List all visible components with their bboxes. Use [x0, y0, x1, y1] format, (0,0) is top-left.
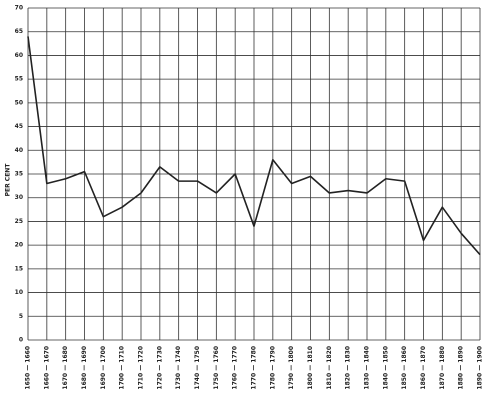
x-tick-label: 1700 — 1710 — [119, 346, 126, 390]
x-tick-label: 1880 — 1890 — [458, 346, 465, 390]
x-tick-label: 1870 — 1880 — [439, 346, 446, 390]
x-tick-label: 1730 — 1740 — [175, 346, 182, 390]
y-tick-label: 30 — [15, 194, 23, 201]
x-tick-label: 1690 — 1700 — [100, 346, 107, 390]
y-tick-label: 5 — [19, 313, 23, 320]
x-tick-label: 1820 — 1830 — [345, 346, 352, 390]
x-tick-label: 1750 — 1760 — [213, 346, 220, 390]
x-tick-label: 1650 — 1660 — [25, 346, 32, 390]
y-tick-label: 45 — [15, 123, 23, 130]
y-tick-label: 55 — [15, 76, 23, 83]
x-tick-label: 1840 — 1850 — [382, 346, 389, 390]
y-tick-label: 25 — [15, 218, 23, 225]
x-tick-label: 1740 — 1750 — [194, 346, 201, 390]
x-tick-label: 1810 — 1820 — [326, 346, 333, 390]
y-tick-label: 35 — [15, 171, 23, 178]
x-tick-label: 1780 — 1790 — [269, 346, 276, 390]
y-axis-title: PER CENT — [5, 163, 12, 197]
x-tick-label: 1660 — 1670 — [43, 346, 50, 390]
y-tick-label: 60 — [15, 52, 23, 59]
x-tick-label: 1770 — 1780 — [251, 346, 258, 390]
x-tick-label: 1800 — 1810 — [307, 346, 314, 390]
x-tick-label: 1710 — 1720 — [138, 346, 145, 390]
x-tick-label: 1890 — 1900 — [477, 346, 484, 390]
x-tick-label: 1860 — 1870 — [420, 346, 427, 390]
x-tick-label: 1720 — 1730 — [156, 346, 163, 390]
y-tick-label: 70 — [15, 5, 23, 12]
x-tick-label: 1830 — 1840 — [364, 346, 371, 390]
x-tick-label: 1680 — 1690 — [81, 346, 88, 390]
y-tick-label: 0 — [19, 337, 23, 344]
x-tick-label: 1670 — 1680 — [62, 346, 69, 390]
y-tick-label: 40 — [15, 147, 23, 154]
y-tick-label: 15 — [15, 265, 23, 272]
y-tick-label: 20 — [15, 242, 23, 249]
x-tick-label: 1850 — 1860 — [401, 346, 408, 390]
data-line — [27, 36, 481, 256]
y-tick-label: 10 — [15, 289, 23, 296]
y-tick-label: 50 — [15, 99, 23, 106]
x-tick-label: 1760 — 1770 — [232, 346, 239, 390]
y-tick-label: 65 — [15, 28, 23, 35]
x-tick-label: 1790 — 1800 — [288, 346, 295, 390]
